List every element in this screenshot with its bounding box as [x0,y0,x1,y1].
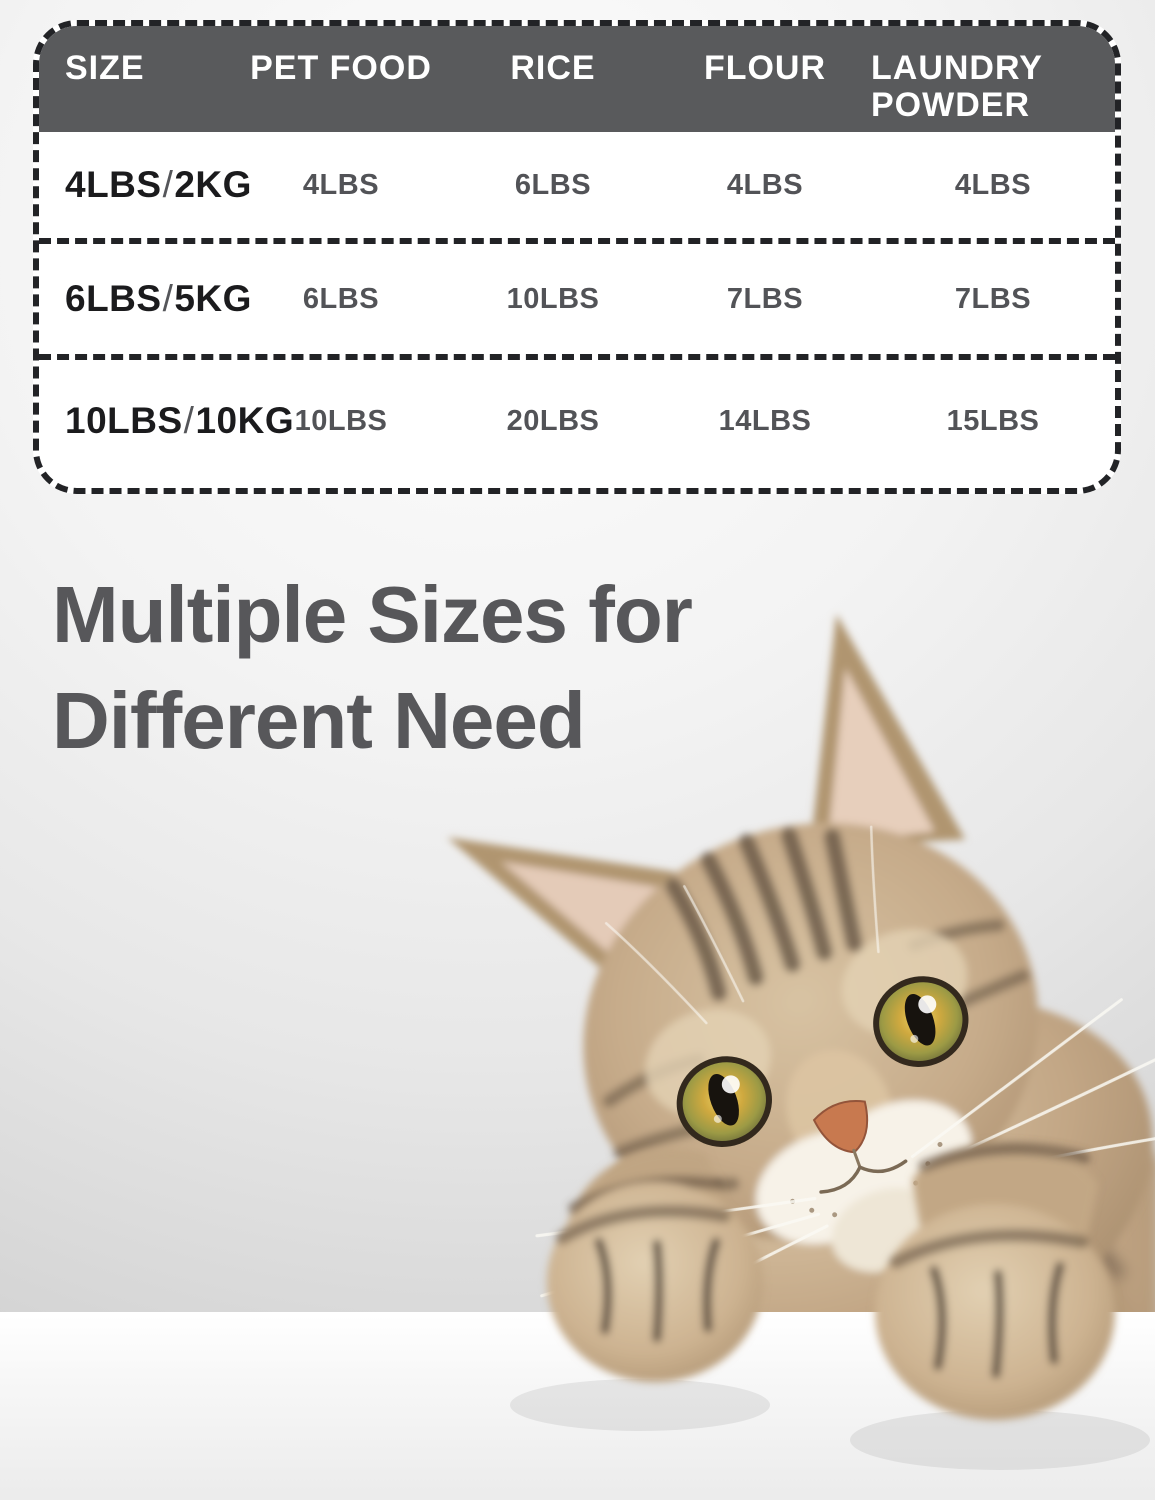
header-size: SIZE [65,49,145,87]
cat-paws [547,1142,1115,1420]
header-rice: RICE [510,49,596,87]
slash-separator: / [162,278,174,319]
headline-line-1: Multiple Sizes for [52,570,693,659]
size-cell: 4LBS/2KG [65,164,252,205]
value-cell: 4LBS [726,168,804,201]
cat-svg [0,613,1155,1500]
headline-line-2: Different Need [52,676,586,765]
value-cell: 6LBS [514,168,592,201]
size-comparison-table: SIZE PET FOOD RICE FLOUR LAUNDRY POWDER … [33,20,1121,494]
value-cell: 6LBS [302,282,380,315]
table-row: 6LBS/5KG 6LBS 10LBS 7LBS 7LBS [39,244,1115,360]
slash-separator: / [183,400,195,441]
header-laundry-powder: LAUNDRY POWDER [871,49,1043,124]
size-cell: 6LBS/5KG [65,278,252,319]
value-cell: 14LBS [718,404,812,437]
value-cell: 15LBS [946,404,1040,437]
headline: Multiple Sizes for Different Need [52,562,693,774]
header-flour: FLOUR [703,49,827,87]
slash-separator: / [162,164,174,205]
value-cell: 7LBS [726,282,804,315]
size-cell: 10LBS/10KG [65,400,295,441]
table-row: 4LBS/2KG 4LBS 6LBS 4LBS 4LBS [39,132,1115,244]
value-cell: 4LBS [954,168,1032,201]
table-row: 10LBS/10KG 10LBS 20LBS 14LBS 15LBS [39,360,1115,482]
value-cell: 20LBS [506,404,600,437]
table-header-row: SIZE PET FOOD RICE FLOUR LAUNDRY POWDER [39,26,1115,132]
value-cell: 10LBS [506,282,600,315]
header-pet-food: PET FOOD [250,49,432,87]
value-cell: 7LBS [954,282,1032,315]
value-cell: 4LBS [302,168,380,201]
cat-nose [812,1100,908,1194]
cat-eyes [676,976,969,1147]
cat-illustration [0,560,1155,1500]
value-cell: 10LBS [294,404,388,437]
